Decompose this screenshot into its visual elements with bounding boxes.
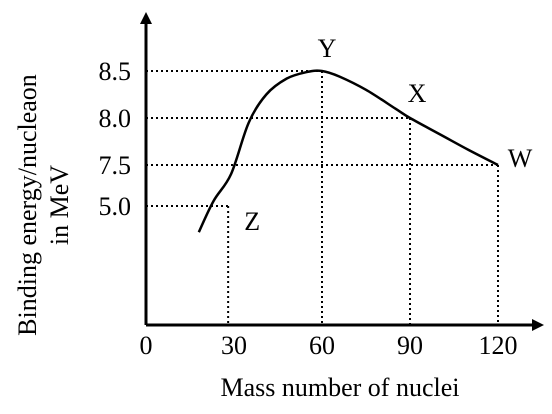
x-axis-label: Mass number of nuclei bbox=[220, 373, 459, 402]
y-tick-label: 5.0 bbox=[99, 192, 132, 221]
guide-lines bbox=[146, 70, 499, 325]
y-tick-labels: 5.0 7.5 8.0 8.5 bbox=[99, 57, 132, 221]
x-tick-label: 60 bbox=[309, 331, 335, 360]
point-label-y: Y bbox=[318, 34, 337, 63]
y-axis-label: Binding energy/nucleaon in MeV bbox=[13, 74, 74, 336]
point-label-x: X bbox=[408, 79, 427, 108]
y-tick-label: 8.0 bbox=[99, 104, 132, 133]
y-axis-label-line-2: in MeV bbox=[45, 165, 74, 245]
binding-energy-curve bbox=[197, 69, 499, 233]
point-label-z: Z bbox=[244, 207, 260, 236]
x-tick-label: 120 bbox=[479, 331, 518, 360]
x-tick-labels: 0 30 60 90 120 bbox=[140, 331, 518, 360]
y-axis-label-line-1: Binding energy/nucleaon bbox=[13, 74, 42, 336]
y-tick-label: 7.5 bbox=[99, 151, 132, 180]
point-label-w: W bbox=[508, 144, 533, 173]
y-tick-label: 8.5 bbox=[99, 57, 132, 86]
point-labels: Z Y X W bbox=[244, 34, 533, 236]
x-tick-label: 0 bbox=[140, 331, 153, 360]
x-tick-label: 90 bbox=[397, 331, 423, 360]
x-tick-label: 30 bbox=[221, 331, 247, 360]
